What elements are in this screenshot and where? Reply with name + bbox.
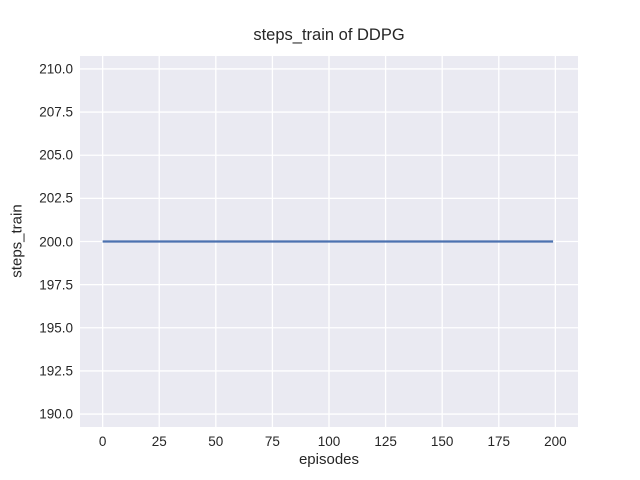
y-tick-label: 210.0 bbox=[39, 61, 73, 77]
chart-title: steps_train of DDPG bbox=[253, 26, 405, 44]
plot-canvas bbox=[80, 56, 578, 427]
x-tick-label: 125 bbox=[374, 434, 397, 449]
x-tick-label: 150 bbox=[430, 434, 454, 449]
y-axis-label: steps_train bbox=[8, 204, 26, 278]
x-tick-label: 50 bbox=[208, 434, 224, 449]
y-tick-label: 197.5 bbox=[39, 277, 73, 293]
plot-area bbox=[80, 56, 578, 427]
y-tick-label: 190.0 bbox=[39, 406, 73, 422]
x-tick-label: 0 bbox=[98, 434, 107, 449]
x-tick-label: 75 bbox=[264, 434, 280, 449]
x-tick-label: 25 bbox=[151, 434, 167, 449]
x-tick-label: 200 bbox=[544, 434, 567, 449]
y-tick-label: 192.5 bbox=[39, 363, 73, 379]
x-tick-label: 100 bbox=[317, 434, 341, 449]
x-tick-label: 175 bbox=[487, 434, 511, 449]
y-tick-label: 195.0 bbox=[39, 320, 73, 336]
y-tick-label: 205.0 bbox=[39, 147, 73, 163]
x-axis-label: episodes bbox=[298, 451, 360, 468]
y-tick-label: 207.5 bbox=[39, 104, 73, 120]
